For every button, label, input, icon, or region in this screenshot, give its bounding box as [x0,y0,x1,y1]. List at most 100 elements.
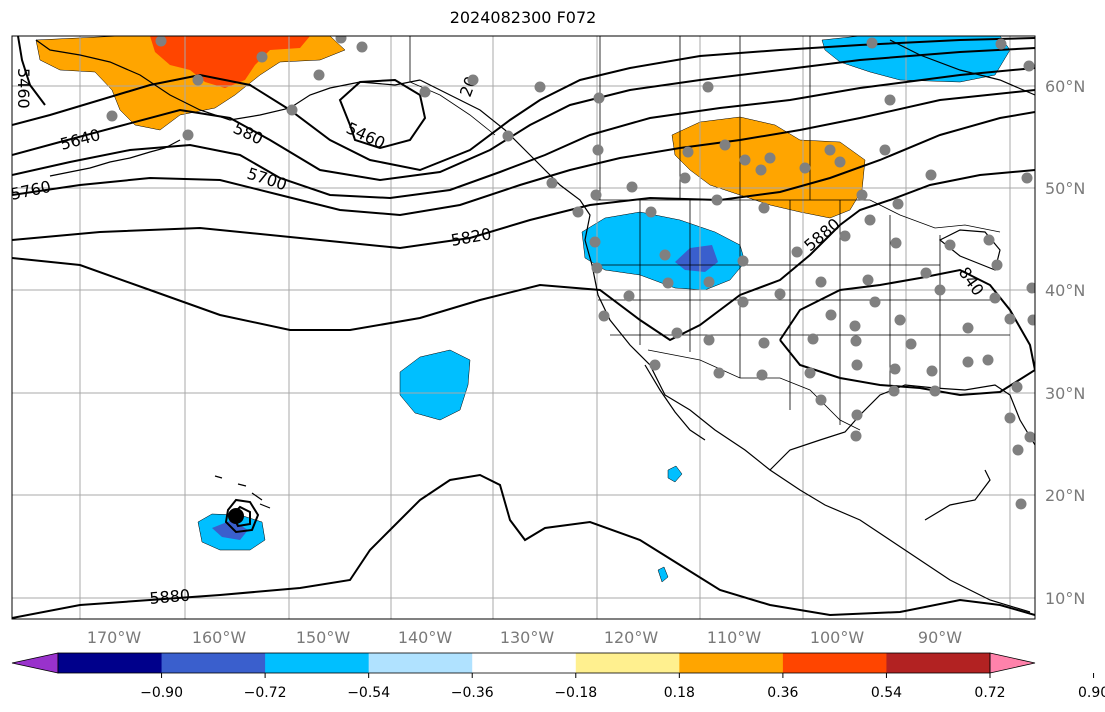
station-marker [862,274,874,286]
contour-label-5760: 5760 [9,177,53,204]
station-marker [926,365,938,377]
map-frame [11,35,1036,620]
station-marker [702,81,714,93]
us-canada-border [595,199,1001,233]
colorbar-segment [782,653,887,673]
height-contours [12,36,1035,619]
station-marker [755,164,767,176]
lon-tick-label: 100°W [810,628,865,647]
station-marker [682,146,694,158]
colorbar-tick-label: −0.72 [244,685,287,701]
orange-anomaly-canada [671,116,866,219]
station-marker [502,130,514,142]
colorbar-segment [679,653,784,673]
station-marker [106,110,118,122]
contour-label-940: 840 [955,263,988,299]
station-marker [192,74,204,86]
lon-tick-label: 120°W [604,628,659,647]
station-marker [879,144,891,156]
station-marker [995,38,1007,50]
station-marker [589,236,601,248]
station-marker [920,267,932,279]
station-marker [182,129,194,141]
station-marker [758,202,770,214]
colorbar-outline [57,652,991,674]
station-marker [1011,381,1023,393]
lat-tick-label: 40°N [1045,281,1085,300]
station-marker [467,74,479,86]
blue-anomaly-small-1 [667,465,683,483]
station-marker [649,359,661,371]
contour-5700 [12,67,1035,200]
north-america-west-coast [419,79,1031,613]
station-marker [764,152,776,164]
colorbar-extend-max [989,652,1036,674]
station-marker [850,335,862,347]
station-marker [572,206,584,218]
station-marker [1023,60,1035,72]
station-marker [711,194,723,206]
station-marker [534,81,546,93]
station-marker [758,337,770,349]
lon-tick-label: 140°W [398,628,453,647]
colorbar-segment [575,653,680,673]
gulf-of-mexico-coast [769,384,1035,471]
colorbar-tick-label: −0.18 [554,685,597,701]
islands [214,475,271,509]
contour-label-5880-north: 5880 [800,214,843,255]
contour-5640 [12,37,1035,172]
colorbar [11,652,1036,674]
station-marker [626,181,638,193]
latitude-labels: 60°N 50°N 40°N 30°N 20°N 10°N [1045,77,1085,608]
station-marker [807,333,819,345]
colorbar-segment [161,653,266,673]
lat-tick-label: 30°N [1045,384,1085,403]
station-marker [593,92,605,104]
contour-5460-low [338,78,427,150]
lat-tick-label: 50°N [1045,179,1085,198]
colorbar-tick-label: −0.54 [347,685,390,701]
station-marker [864,214,876,226]
station-marker [799,162,811,174]
station-marker [739,154,751,166]
alaska-canada-border [409,36,496,136]
hurricane-center-marker [228,508,244,524]
station-marker [851,359,863,371]
station-marker [1026,282,1035,294]
station-marker [791,246,803,258]
station-marker [1024,431,1035,443]
contour-label-5700: 5700 [245,164,290,195]
blue-anomaly-pacific [399,349,471,421]
station-marker [851,409,863,421]
station-marker [592,144,604,156]
colorbar-tick-label: −0.36 [451,685,494,701]
station-marker [286,104,298,116]
lon-tick-label: 170°W [87,628,142,647]
station-marker [703,334,715,346]
lon-tick-label: 150°W [296,628,351,647]
map-layers: 5460 5460 5640 580 5700 5760 5820 5880 5… [9,36,1035,619]
station-marker [679,172,691,184]
station-marker [645,206,657,218]
station-marker [815,276,827,288]
station-marker [662,277,674,289]
station-marker [1012,444,1024,456]
contour-hawaii-low-inner [230,505,251,528]
station-marker [719,139,731,151]
colorbar-segment [886,653,991,673]
contour-label-5460-west: 5460 [14,68,33,109]
political-borders [409,36,1010,431]
station-marker [991,259,1003,271]
contour-5940 [779,268,1035,397]
station-marker [419,86,431,98]
station-marker [962,356,974,368]
station-marker [256,51,268,63]
station-marker [982,354,994,366]
station-marker [869,296,881,308]
station-marker [850,430,862,442]
contour-5880-south [12,473,1035,619]
station-marker [590,189,602,201]
map-title: 2024082300 F072 [449,8,597,27]
colorbar-tick-label: 0.72 [974,685,1005,701]
